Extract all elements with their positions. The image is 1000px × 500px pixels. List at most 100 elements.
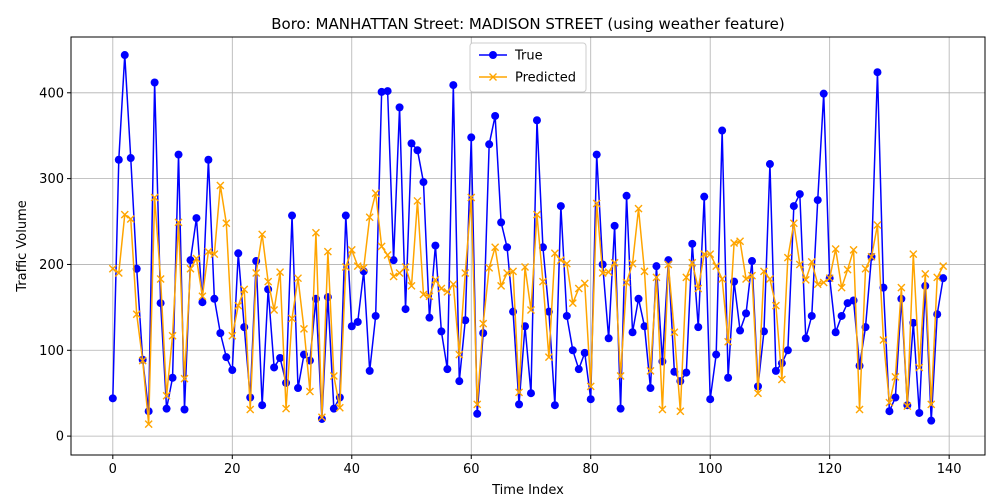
data-point-true <box>783 346 792 355</box>
data-point-predicted <box>371 189 380 198</box>
data-point-predicted <box>210 250 219 259</box>
data-point-predicted <box>885 398 894 407</box>
data-point-predicted <box>365 213 374 222</box>
data-point-true <box>317 414 326 423</box>
series-line-predicted <box>112 184 944 425</box>
data-point-true <box>431 241 440 250</box>
data-point-true <box>670 367 679 376</box>
data-point-predicted <box>819 278 828 287</box>
data-point-predicted <box>706 250 715 259</box>
data-point-predicted <box>246 405 255 414</box>
data-point-predicted <box>503 269 512 278</box>
legend-item-predicted: Predicted <box>479 71 576 86</box>
data-point-predicted <box>437 284 446 293</box>
data-point-true <box>640 322 649 331</box>
data-point-predicted <box>562 259 571 268</box>
data-point-predicted <box>288 314 297 323</box>
data-point-predicted <box>515 388 524 397</box>
data-point-predicted <box>532 210 541 219</box>
data-point-predicted <box>837 283 846 292</box>
data-point-true <box>885 407 894 416</box>
data-point-predicted <box>556 256 565 265</box>
data-point-true <box>736 326 745 335</box>
data-point-true <box>395 103 404 112</box>
data-point-true <box>574 365 583 374</box>
data-point-true <box>497 218 506 227</box>
data-point-true <box>234 249 243 258</box>
data-point-predicted <box>610 258 619 267</box>
data-point-predicted <box>347 245 356 254</box>
data-point-true <box>467 133 476 142</box>
data-point-true <box>742 309 751 318</box>
data-point-predicted <box>855 405 864 414</box>
data-point-predicted <box>509 267 518 276</box>
data-point-true <box>365 366 374 375</box>
data-point-predicted <box>449 280 458 289</box>
data-point-predicted <box>538 277 547 286</box>
axis-ticks: 0 20 40 60 80 100 120 140 0 100 200 300 400 <box>39 86 961 477</box>
data-point-predicted <box>783 253 792 262</box>
data-point-predicted <box>664 260 673 269</box>
data-point-predicted <box>395 269 404 278</box>
data-point-true <box>294 384 303 393</box>
data-point-predicted <box>789 219 798 228</box>
data-point-predicted <box>341 263 350 272</box>
data-point-true <box>401 305 410 314</box>
data-point-predicted <box>329 372 338 381</box>
data-point-predicted <box>485 263 494 272</box>
data-point-true <box>419 178 428 187</box>
y-tick-label: 400 <box>39 86 64 101</box>
data-point-predicted <box>270 305 279 314</box>
x-tick-label: 0 <box>109 462 117 477</box>
data-point-true <box>347 322 356 331</box>
x-tick-label: 100 <box>698 462 723 477</box>
data-point-true <box>282 378 291 387</box>
data-point-predicted <box>425 292 434 301</box>
data-point-true <box>126 154 135 163</box>
data-point-predicted <box>467 193 476 202</box>
x-axis-title: Time Index <box>491 483 564 498</box>
data-point-predicted <box>479 319 488 328</box>
data-point-true <box>652 262 661 271</box>
data-point-predicted <box>682 273 691 282</box>
data-point-predicted <box>228 331 237 340</box>
data-point-predicted <box>431 275 440 284</box>
data-point-true <box>288 211 297 220</box>
data-point-true <box>765 160 774 169</box>
data-point-predicted <box>568 299 577 308</box>
data-point-true <box>383 87 392 96</box>
data-point-predicted <box>825 274 834 283</box>
data-point-predicted <box>497 281 506 290</box>
data-point-predicted <box>676 407 685 416</box>
data-point-predicted <box>311 228 320 237</box>
data-point-true <box>449 81 458 90</box>
data-point-predicted <box>335 403 344 412</box>
data-point-predicted <box>759 267 768 276</box>
data-point-predicted <box>323 247 332 256</box>
data-point-predicted <box>724 337 733 346</box>
data-point-true <box>616 404 625 413</box>
legend-item-true: True <box>479 49 543 64</box>
data-point-predicted <box>700 250 709 259</box>
data-point-predicted <box>294 274 303 283</box>
data-point-predicted <box>616 372 625 381</box>
data-point-true <box>807 311 816 320</box>
data-point-true <box>873 68 882 77</box>
y-axis-title: Traffic Volume <box>15 200 30 293</box>
data-point-predicted <box>544 353 553 362</box>
data-point-true <box>485 140 494 149</box>
data-point-true <box>210 294 219 303</box>
data-point-predicted <box>108 264 117 273</box>
data-point-predicted <box>174 218 183 227</box>
data-point-true <box>634 294 643 303</box>
data-point-predicted <box>718 275 727 284</box>
data-point-predicted <box>473 400 482 409</box>
data-point-predicted <box>753 389 762 398</box>
data-point-predicted <box>282 404 291 413</box>
data-point-predicted <box>216 181 225 190</box>
data-point-true <box>270 363 279 372</box>
x-tick-label: 20 <box>224 462 241 477</box>
data-point-true <box>610 221 619 230</box>
legend-label: Predicted <box>515 71 576 86</box>
data-point-true <box>646 384 655 393</box>
